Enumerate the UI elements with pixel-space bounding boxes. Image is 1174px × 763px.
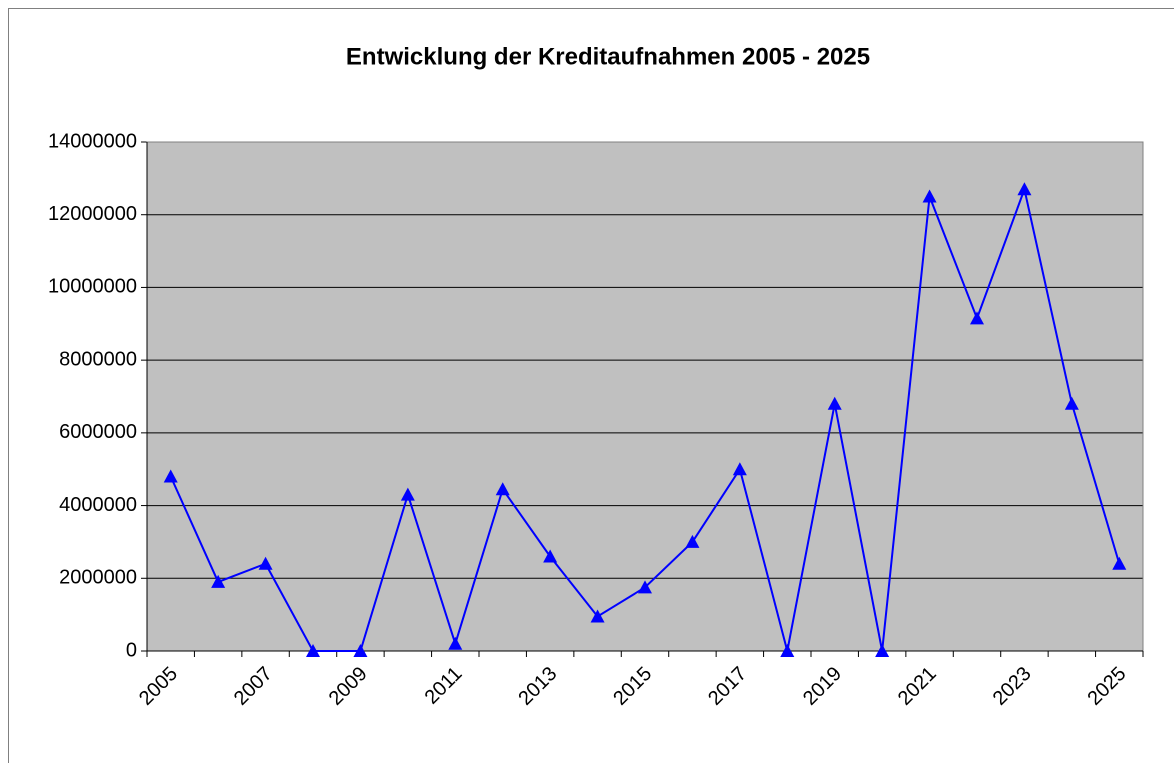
chart-title: Entwicklung der Kreditaufnahmen 2005 - 2… xyxy=(346,43,870,70)
marker xyxy=(780,644,795,657)
marker xyxy=(1112,556,1127,570)
y-tick-label: 2000000 xyxy=(59,567,137,589)
marker xyxy=(211,574,226,588)
marker xyxy=(1017,182,1032,196)
y-tick-label: 14000000 xyxy=(48,130,137,152)
chart-frame xyxy=(8,8,1174,763)
marker xyxy=(970,311,984,325)
y-tick-label: 6000000 xyxy=(59,421,137,443)
marker xyxy=(827,396,842,410)
marker xyxy=(163,469,178,483)
y-tick-label: 4000000 xyxy=(59,494,137,516)
plot-area xyxy=(147,142,1143,651)
marker xyxy=(353,644,368,657)
marker xyxy=(875,644,890,657)
y-tick-label: 8000000 xyxy=(59,348,137,370)
marker xyxy=(732,462,747,476)
marker xyxy=(258,556,273,570)
y-tick-label: 0 xyxy=(126,639,137,661)
y-tick-label: 10000000 xyxy=(48,276,137,298)
marker xyxy=(638,580,652,594)
marker xyxy=(543,549,558,563)
marker xyxy=(590,609,605,623)
marker xyxy=(685,534,700,548)
y-tick-label: 12000000 xyxy=(48,203,137,225)
marker xyxy=(1064,396,1079,410)
marker xyxy=(495,482,510,496)
marker xyxy=(400,487,415,501)
marker xyxy=(922,189,937,203)
marker xyxy=(306,644,320,657)
marker xyxy=(448,636,463,650)
